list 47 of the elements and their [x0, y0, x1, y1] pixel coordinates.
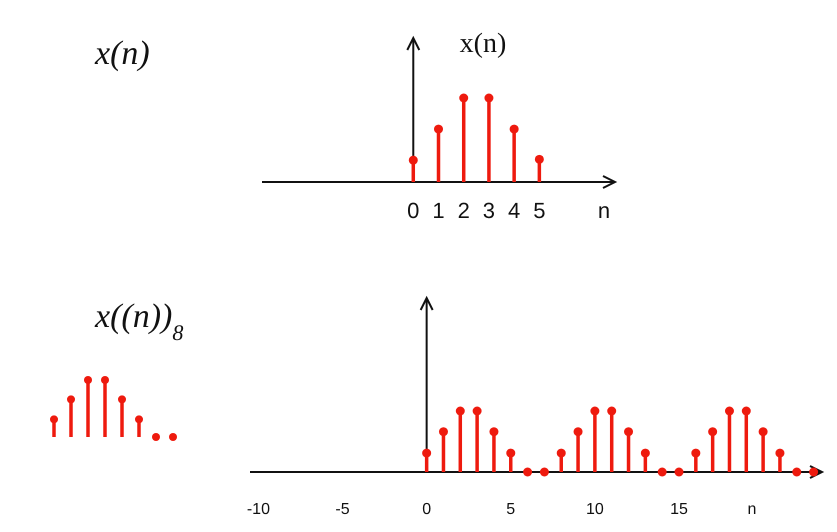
x-tick-label: 1 [432, 198, 445, 223]
x-tick-label: 10 [586, 501, 604, 518]
point [523, 468, 532, 476]
x-tick-label: -10 [246, 501, 270, 518]
x-axis-title: n [598, 198, 610, 223]
point [674, 468, 684, 476]
point [459, 94, 468, 102]
point [534, 154, 544, 164]
point [510, 124, 519, 134]
point [556, 448, 566, 458]
point [484, 94, 494, 102]
x-tick-label: 0 [407, 198, 420, 223]
chart-title: x((n))$_{8}$ [94, 298, 184, 344]
point [574, 427, 583, 436]
point [691, 448, 700, 458]
point [434, 124, 443, 134]
point [724, 406, 734, 416]
point [472, 406, 482, 416]
x-tick-label: 3 [482, 198, 496, 223]
x-axis-title: n [748, 501, 756, 518]
x-tick-label: 5 [533, 198, 546, 223]
point [489, 427, 498, 436]
x-tick-label: -5 [335, 501, 350, 518]
point [422, 448, 432, 458]
point [792, 468, 802, 476]
point [658, 468, 667, 476]
point [506, 448, 516, 458]
point [540, 468, 549, 476]
point [590, 406, 600, 416]
y-axis-title: x(n) [460, 28, 506, 59]
x-tick-label: 5 [506, 501, 516, 518]
point [809, 468, 818, 476]
point [456, 406, 465, 416]
point [775, 448, 784, 458]
point [742, 406, 751, 416]
chart-title: x(n) [94, 35, 150, 72]
point [708, 427, 718, 436]
x-tick-label: 2 [458, 198, 470, 223]
point [640, 448, 650, 458]
point [408, 156, 418, 165]
point [607, 406, 616, 416]
point [438, 427, 448, 436]
x-tick-label: 15 [670, 501, 688, 518]
point [758, 427, 768, 436]
point [624, 427, 634, 436]
x-tick-label: 0 [422, 501, 432, 518]
x-tick-label: 4 [508, 198, 520, 223]
